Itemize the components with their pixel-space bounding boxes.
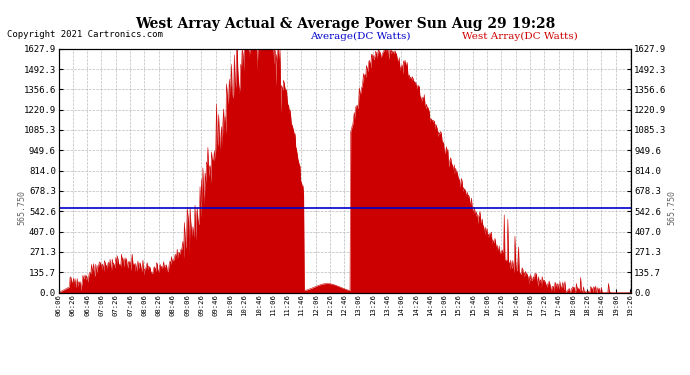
- Text: West Array(DC Watts): West Array(DC Watts): [462, 32, 578, 41]
- Text: Copyright 2021 Cartronics.com: Copyright 2021 Cartronics.com: [7, 30, 163, 39]
- Text: West Array Actual & Average Power Sun Aug 29 19:28: West Array Actual & Average Power Sun Au…: [135, 17, 555, 31]
- Text: 565.750: 565.750: [17, 190, 26, 225]
- Text: 565.750: 565.750: [667, 190, 676, 225]
- Text: Average(DC Watts): Average(DC Watts): [310, 32, 411, 41]
